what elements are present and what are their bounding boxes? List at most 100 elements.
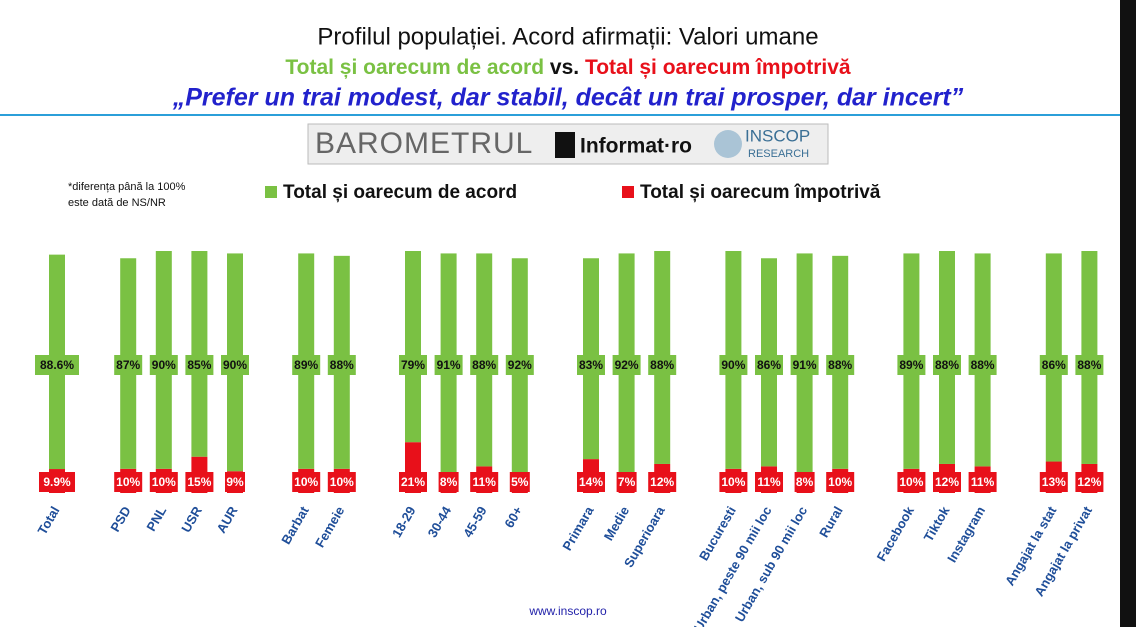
- logo-circle: [714, 130, 742, 158]
- value-label: 12%: [650, 475, 674, 489]
- value-label: 10%: [828, 475, 852, 489]
- value-label-box: [1039, 355, 1068, 375]
- value-label: 12%: [1077, 475, 1101, 489]
- value-label-box: [399, 472, 427, 492]
- edge: [1120, 0, 1136, 627]
- value-label: 5%: [511, 475, 529, 489]
- legend-label: Total și oarecum de acord: [283, 182, 517, 203]
- value-label-box: [755, 355, 783, 375]
- value-label-box: [719, 355, 748, 375]
- value-label-box: [114, 355, 143, 375]
- value-label: 88%: [971, 358, 995, 372]
- value-label-box: [826, 472, 855, 492]
- value-label-box: [1039, 472, 1068, 492]
- value-label: 90%: [721, 358, 745, 372]
- value-label: 92%: [615, 358, 639, 372]
- value-label-box: [327, 472, 356, 492]
- note: *diferența până la 100%: [68, 181, 186, 193]
- value-label: 10%: [899, 475, 923, 489]
- value-label: 88%: [828, 358, 852, 372]
- source: www.inscop.ro: [528, 604, 607, 618]
- logo-barometrul: BAROMETRUL: [315, 127, 533, 160]
- value-label-box: [897, 355, 926, 375]
- value-label: 13%: [1042, 475, 1066, 489]
- value-label: 85%: [187, 358, 211, 372]
- value-label: 83%: [579, 358, 603, 372]
- value-label: 10%: [152, 475, 176, 489]
- value-label: 10%: [294, 475, 318, 489]
- value-label: 21%: [401, 475, 425, 489]
- value-label: 79%: [401, 358, 425, 372]
- note: este dată de NS/NR: [68, 197, 166, 209]
- value-label: 12%: [935, 475, 959, 489]
- value-label: 92%: [508, 358, 532, 372]
- value-label-box: [114, 472, 143, 492]
- value-label: 86%: [757, 358, 781, 372]
- value-label-box: [648, 472, 677, 492]
- value-label-box: [221, 355, 249, 375]
- value-label-box: [719, 472, 748, 492]
- value-label: 10%: [330, 475, 354, 489]
- value-label-box: [149, 472, 178, 492]
- logo-informat: Informat·ro: [580, 135, 692, 158]
- value-label: 90%: [223, 358, 247, 372]
- logo-research: RESEARCH: [748, 148, 809, 160]
- value-label-box: [897, 472, 926, 492]
- value-label: 86%: [1042, 358, 1066, 372]
- value-label: 87%: [116, 358, 140, 372]
- bar-segment: [405, 251, 421, 443]
- value-label: 91%: [793, 358, 817, 372]
- value-label: 88%: [330, 358, 354, 372]
- value-label-box: [185, 472, 214, 492]
- chart-title: Profilul populației. Acord afirmații: Va…: [317, 23, 818, 50]
- value-label: 90%: [152, 358, 176, 372]
- logo-icon: [555, 132, 575, 158]
- value-label-box: [968, 355, 997, 375]
- legend-swatch: [622, 186, 634, 198]
- value-label-box: [399, 355, 427, 375]
- question: „Prefer un trai modest, dar stabil, decâ…: [172, 84, 964, 112]
- value-label: 88.6%: [40, 358, 74, 372]
- value-label-box: [616, 472, 637, 492]
- legend-swatch: [265, 186, 277, 198]
- value-label-box: [509, 472, 530, 492]
- value-label: 10%: [721, 475, 745, 489]
- subtitle-agree: Total și oarecum de acord: [285, 56, 544, 79]
- value-label-box: [755, 472, 783, 492]
- value-label-box: [470, 472, 499, 492]
- value-label: 11%: [971, 475, 995, 489]
- value-label-box: [794, 472, 815, 492]
- value-label: 14%: [579, 475, 603, 489]
- subtitle-vs: vs.: [550, 56, 579, 79]
- value-label-box: [434, 355, 463, 375]
- value-label: 15%: [187, 475, 211, 489]
- value-label-box: [292, 355, 321, 375]
- value-label-box: [933, 355, 961, 375]
- value-label-box: [648, 355, 677, 375]
- value-label-box: [225, 472, 245, 492]
- value-label-box: [185, 355, 214, 375]
- chart-subtitle: Total și oarecum de acord vs. Total și o…: [285, 56, 851, 79]
- value-label-box: [790, 355, 819, 375]
- value-label: 88%: [1077, 358, 1101, 372]
- value-label-box: [826, 355, 855, 375]
- value-label: 9%: [226, 475, 244, 489]
- value-label: 8%: [440, 475, 458, 489]
- logo-inscop: INSCOP: [745, 126, 810, 145]
- value-label: 10%: [116, 475, 140, 489]
- value-label: 7%: [618, 475, 636, 489]
- value-label-box: [968, 472, 997, 492]
- value-label-box: [577, 472, 605, 492]
- legend-label: Total și oarecum împotrivă: [640, 182, 881, 203]
- value-label-box: [438, 472, 459, 492]
- value-label-box: [35, 355, 79, 375]
- value-label: 8%: [796, 475, 814, 489]
- value-label-box: [292, 472, 321, 492]
- value-label: 91%: [437, 358, 461, 372]
- value-label: 11%: [757, 475, 781, 489]
- value-label-box: [1075, 472, 1104, 492]
- value-label: 89%: [899, 358, 923, 372]
